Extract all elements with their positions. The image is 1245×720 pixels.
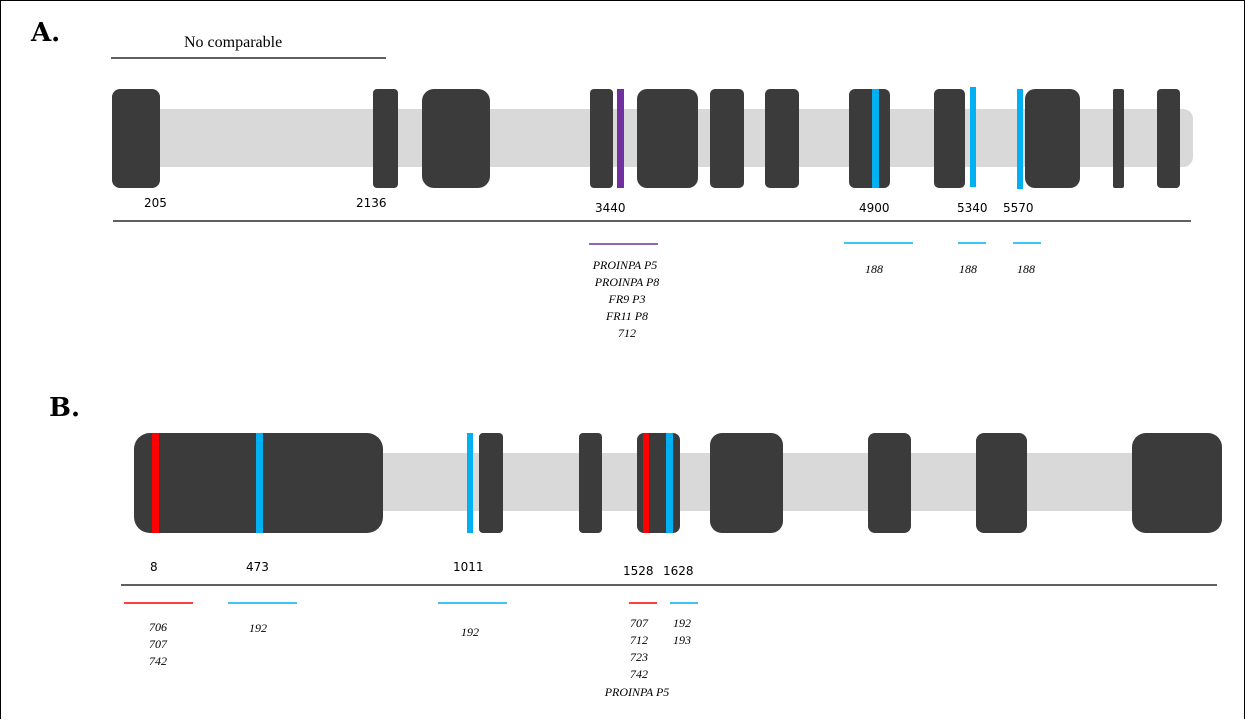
exon <box>934 89 965 188</box>
position-label: 5570 <box>1003 201 1034 215</box>
panel-b: B. 8 473 1011 1528 1628 <box>49 393 1222 699</box>
isolate-label: 192 <box>461 625 479 639</box>
mutation-mark-1011 <box>467 433 473 533</box>
exon <box>1025 89 1080 188</box>
exon <box>590 89 613 188</box>
gene-a-exons <box>112 89 1180 188</box>
isolate-label: 707 <box>630 616 649 630</box>
gene-a-mutation-marks <box>617 87 1023 189</box>
panel-b-label: B. <box>49 393 80 423</box>
exon <box>1157 89 1180 188</box>
gene-b-intron-track <box>161 453 1211 511</box>
position-label: 2136 <box>356 196 387 210</box>
isolate-label: PROINPA P5 <box>604 685 670 699</box>
isolate-label: PROINPA P5 <box>592 258 658 272</box>
isolate-label: 742 <box>149 654 167 668</box>
gene-b-mutation-marks <box>152 433 673 533</box>
exon <box>765 89 799 188</box>
exon <box>637 89 698 188</box>
isolate-label: 188 <box>865 262 883 276</box>
mutation-mark-4900 <box>872 89 879 188</box>
exon <box>976 433 1027 533</box>
gene-b-mutation-labels: 706 707 742 192 192 707 712 723 742 PROI… <box>149 616 691 699</box>
gene-a-mutation-lines <box>589 242 1041 245</box>
isolate-label: 193 <box>673 633 691 647</box>
exon <box>1132 433 1222 533</box>
isolate-label: 188 <box>959 262 977 276</box>
mutation-mark-8 <box>152 433 159 533</box>
mutation-mark-5570 <box>1017 89 1023 189</box>
isolate-label: 192 <box>673 616 691 630</box>
isolate-label: 707 <box>149 637 168 651</box>
panel-a-label: A. <box>30 18 60 48</box>
position-label: 205 <box>144 196 167 210</box>
isolate-label: PROINPA P8 <box>594 275 660 289</box>
position-label: 3440 <box>595 201 626 215</box>
position-label: 1628 <box>663 564 694 578</box>
exon <box>112 89 160 188</box>
position-label: 4900 <box>859 201 890 215</box>
mutation-mark-5340 <box>970 87 976 187</box>
exon <box>422 89 490 188</box>
isolate-label: 706 <box>149 620 167 634</box>
isolate-label: 188 <box>1017 262 1035 276</box>
mutation-mark-1628 <box>666 433 673 533</box>
mutation-mark-3440 <box>617 89 624 188</box>
exon <box>479 433 503 533</box>
exon <box>1113 89 1124 188</box>
isolate-label: 192 <box>249 621 267 635</box>
panel-a: A. No comparable 205 2136 <box>30 18 1193 340</box>
no-comparable-label: No comparable <box>184 34 282 51</box>
exon <box>579 433 602 533</box>
position-label: 1528 <box>623 564 654 578</box>
isolate-label: 742 <box>630 667 648 681</box>
mutation-mark-473 <box>256 433 263 533</box>
mutation-mark-1528 <box>643 433 649 533</box>
exon <box>710 433 783 533</box>
isolate-label: 712 <box>618 326 636 340</box>
exon <box>373 89 398 188</box>
gene-b-positions: 8 473 1011 1528 1628 <box>150 560 694 578</box>
gene-a-mutation-labels: PROINPA P5 PROINPA P8 FR9 P3 FR11 P8 712… <box>592 258 1035 340</box>
exon <box>868 433 911 533</box>
isolate-label: 723 <box>630 650 648 664</box>
position-label: 8 <box>150 560 158 574</box>
position-label: 473 <box>246 560 269 574</box>
gene-a-positions: 205 2136 3440 4900 5340 5570 <box>144 196 1034 215</box>
position-label: 1011 <box>453 560 484 574</box>
position-label: 5340 <box>957 201 988 215</box>
isolate-label: FR9 P3 <box>608 292 646 306</box>
exon <box>849 89 890 188</box>
exon <box>710 89 744 188</box>
isolate-label: FR11 P8 <box>605 309 648 323</box>
isolate-label: 712 <box>630 633 648 647</box>
